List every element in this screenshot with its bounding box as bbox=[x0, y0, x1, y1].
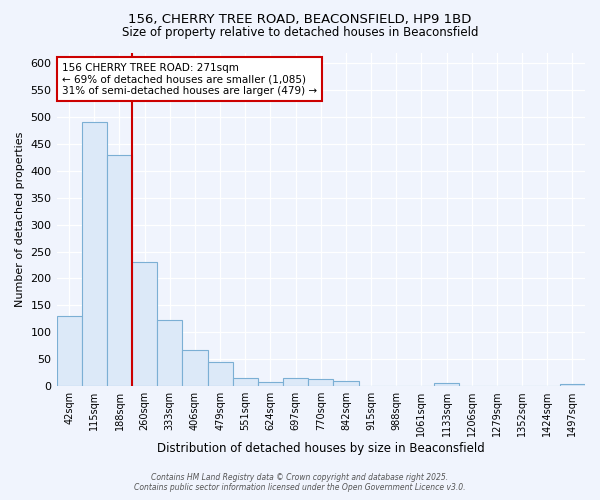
X-axis label: Distribution of detached houses by size in Beaconsfield: Distribution of detached houses by size … bbox=[157, 442, 485, 455]
Bar bbox=[56, 316, 82, 386]
Bar bbox=[283, 378, 308, 386]
Text: 156, CHERRY TREE ROAD, BEACONSFIELD, HP9 1BD: 156, CHERRY TREE ROAD, BEACONSFIELD, HP9… bbox=[128, 12, 472, 26]
Y-axis label: Number of detached properties: Number of detached properties bbox=[15, 132, 25, 307]
Text: Size of property relative to detached houses in Beaconsfield: Size of property relative to detached ho… bbox=[122, 26, 478, 39]
Text: Contains HM Land Registry data © Crown copyright and database right 2025.
Contai: Contains HM Land Registry data © Crown c… bbox=[134, 473, 466, 492]
Bar bbox=[208, 362, 233, 386]
Bar bbox=[233, 378, 258, 386]
Text: 156 CHERRY TREE ROAD: 271sqm
← 69% of detached houses are smaller (1,085)
31% of: 156 CHERRY TREE ROAD: 271sqm ← 69% of de… bbox=[62, 62, 317, 96]
Bar bbox=[132, 262, 157, 386]
Bar bbox=[308, 378, 334, 386]
Bar bbox=[157, 320, 182, 386]
Bar bbox=[334, 380, 359, 386]
Bar bbox=[560, 384, 585, 386]
Bar bbox=[107, 154, 132, 386]
Bar bbox=[82, 122, 107, 386]
Bar bbox=[182, 350, 208, 386]
Bar bbox=[434, 384, 459, 386]
Bar bbox=[258, 382, 283, 386]
